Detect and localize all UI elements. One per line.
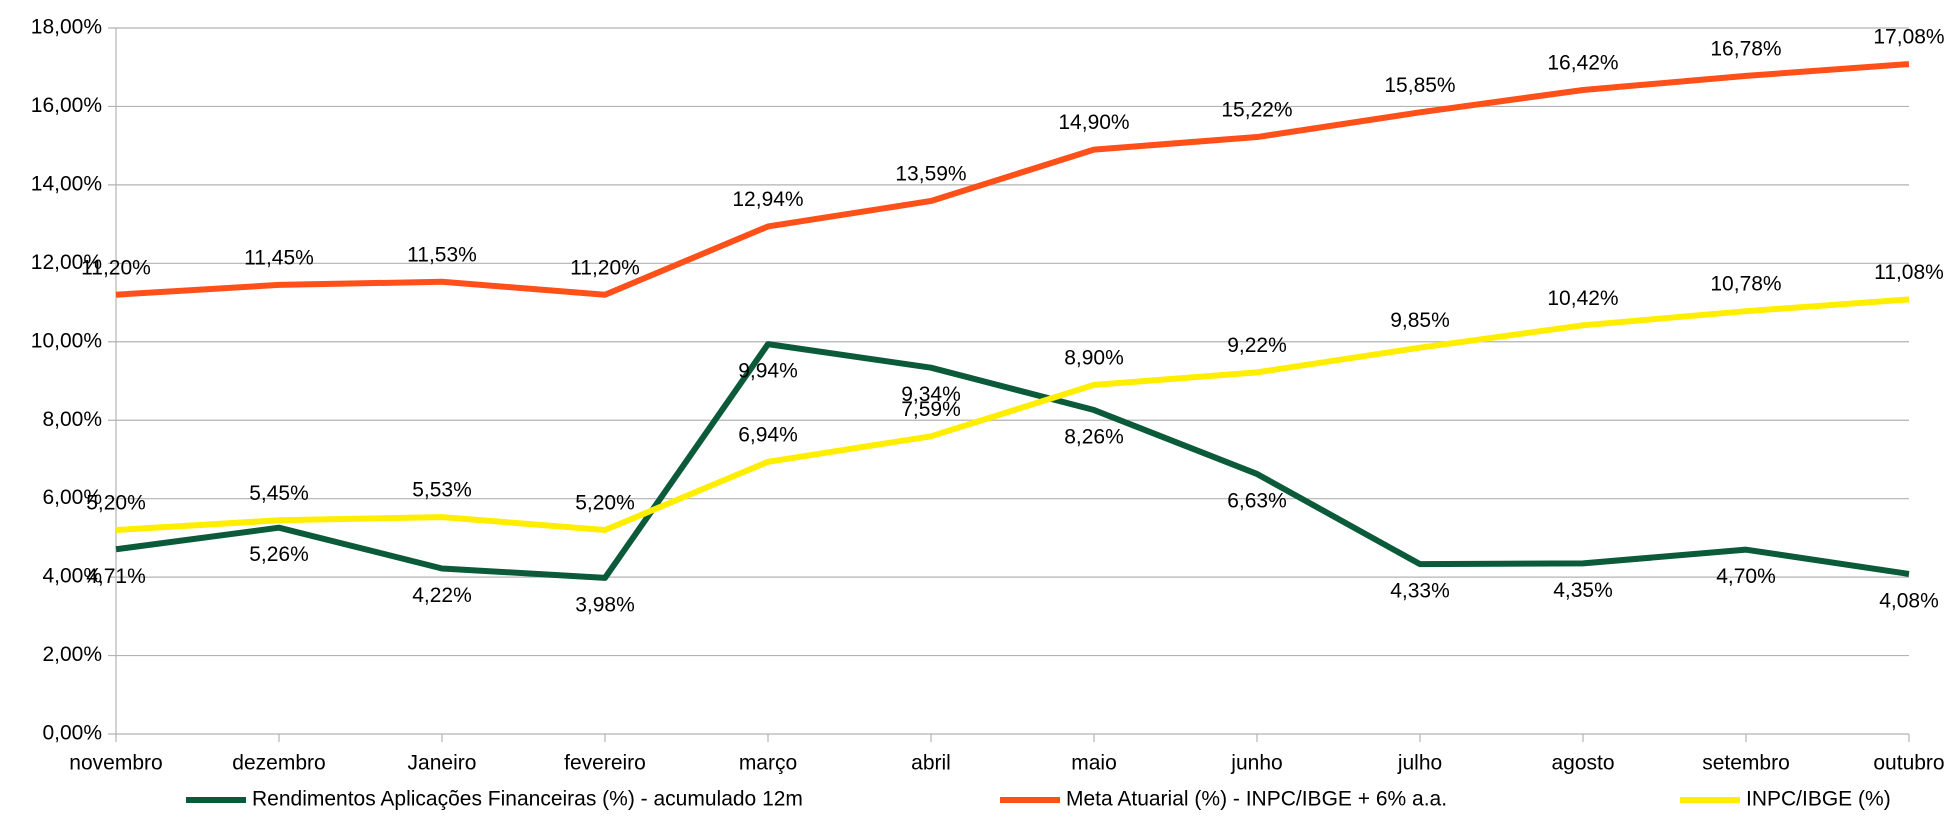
data-label: 5,26% — [249, 543, 309, 566]
data-label: 9,22% — [1227, 334, 1287, 357]
y-tick-label: 6,00% — [42, 486, 102, 509]
data-label: 6,63% — [1227, 490, 1287, 513]
data-label: 4,35% — [1553, 579, 1613, 602]
data-label: 4,33% — [1390, 580, 1450, 603]
data-label: 9,94% — [738, 360, 798, 383]
data-label: 10,78% — [1710, 273, 1781, 296]
data-label: 11,20% — [81, 256, 151, 279]
data-label: 9,85% — [1390, 309, 1450, 332]
data-label: 11,20% — [570, 256, 640, 279]
data-label: 11,45% — [244, 246, 314, 269]
y-tick-label: 8,00% — [42, 408, 102, 431]
x-tick-label: julho — [1397, 752, 1442, 775]
x-tick-label: março — [739, 752, 797, 775]
data-label: 12,94% — [732, 188, 803, 211]
x-tick-label: outubro — [1873, 752, 1944, 775]
data-label: 13,59% — [895, 163, 966, 186]
line-series — [115, 296, 1910, 534]
data-label: 9,34% — [901, 383, 961, 406]
y-tick-label: 12,00% — [31, 251, 102, 274]
data-label: 11,53% — [407, 243, 477, 266]
data-label: 16,42% — [1547, 52, 1618, 75]
legend-label: Meta Atuarial (%) - INPC/IBGE + 6% a.a. — [1066, 788, 1447, 811]
data-label: 15,22% — [1221, 99, 1292, 122]
y-tick-label: 10,00% — [31, 329, 102, 352]
data-label: 5,53% — [412, 479, 472, 502]
data-label: 5,20% — [86, 492, 146, 515]
data-label: 16,78% — [1710, 37, 1781, 60]
y-tick-label: 0,00% — [42, 722, 102, 745]
x-tick-label: setembro — [1702, 752, 1790, 775]
y-tick-label: 4,00% — [42, 565, 102, 588]
data-label: 5,20% — [575, 492, 635, 515]
data-label: 11,08% — [1874, 261, 1944, 284]
data-label: 4,71% — [86, 565, 146, 588]
legend-label: INPC/IBGE (%) — [1746, 788, 1891, 811]
data-label: 17,08% — [1873, 26, 1944, 49]
y-tick-label: 14,00% — [31, 172, 102, 195]
x-tick-label: agosto — [1551, 752, 1614, 775]
y-tick-label: 2,00% — [42, 643, 102, 666]
x-tick-label: Janeiro — [408, 752, 477, 775]
line-series — [115, 341, 1910, 581]
x-tick-label: dezembro — [232, 752, 325, 775]
data-label: 8,90% — [1064, 346, 1124, 369]
legend-label: Rendimentos Aplicações Financeiras (%) -… — [252, 788, 803, 811]
x-tick-label: abril — [911, 752, 951, 775]
data-label: 6,94% — [738, 423, 798, 446]
data-label: 7,59% — [901, 398, 961, 421]
data-label: 5,45% — [249, 482, 309, 505]
line-series — [115, 61, 1910, 298]
y-tick-label: 18,00% — [31, 16, 102, 39]
x-tick-label: maio — [1071, 752, 1117, 775]
x-tick-label: junho — [1230, 752, 1282, 775]
data-label: 10,42% — [1547, 287, 1618, 310]
data-label: 4,22% — [412, 584, 472, 607]
x-tick-label: fevereiro — [564, 752, 646, 775]
data-label: 14,90% — [1058, 111, 1129, 134]
data-label: 4,70% — [1716, 565, 1776, 588]
data-label: 8,26% — [1064, 426, 1124, 449]
data-label: 15,85% — [1384, 74, 1455, 97]
data-label: 3,98% — [575, 593, 635, 616]
y-tick-label: 16,00% — [31, 94, 102, 117]
x-tick-label: novembro — [69, 752, 162, 775]
data-label: 4,08% — [1879, 590, 1939, 613]
